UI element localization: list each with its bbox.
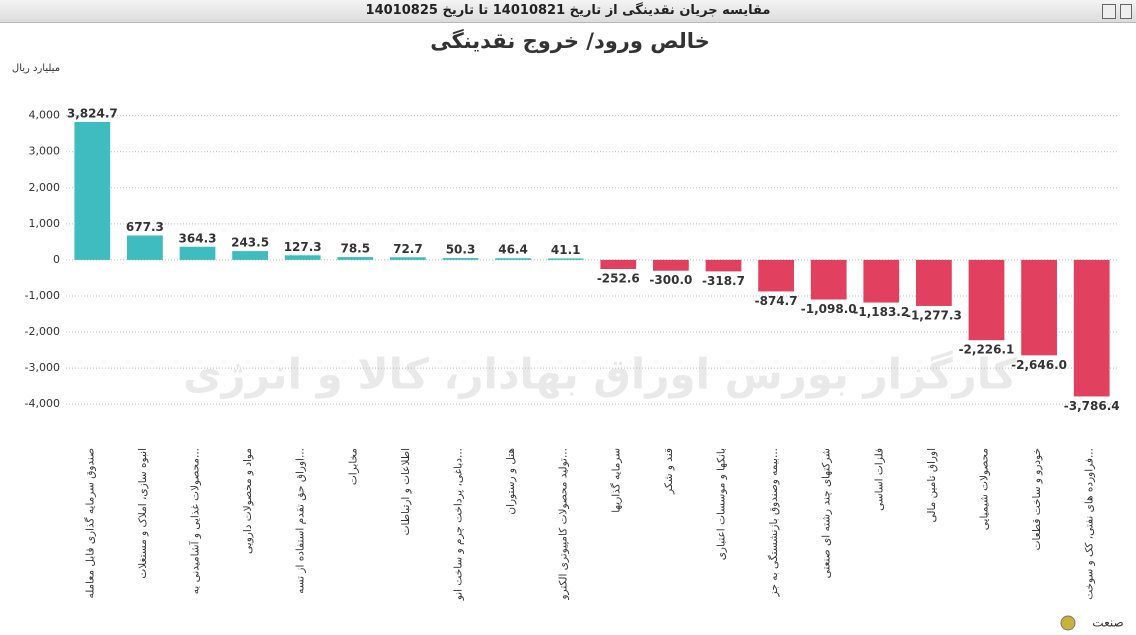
- watermark: کارگزار بورس اوراق بهادار، کالا و انرژی: [183, 350, 1018, 400]
- value-label: 41.1: [551, 243, 581, 257]
- x-tick-label: اوراق تامین مالی: [926, 448, 938, 522]
- bar: [232, 251, 268, 260]
- value-label: -1,277.3: [906, 308, 962, 322]
- value-label: -300.0: [649, 273, 692, 287]
- x-tick-label: مواد و محصولات دارویی: [242, 448, 254, 554]
- value-label: 127.3: [284, 240, 322, 254]
- value-label: 72.7: [393, 242, 423, 256]
- value-label: 364.3: [179, 231, 217, 245]
- bar: [600, 259, 637, 270]
- settings-icon[interactable]: [1060, 615, 1076, 631]
- bar: [1021, 259, 1057, 356]
- value-label: -3,786.4: [1064, 399, 1120, 413]
- x-tick-label: قند و شکر: [663, 448, 675, 495]
- y-tick-label: 3,000: [29, 145, 61, 158]
- x-tick-label: فراورده های نفتی، کک و سوخت...: [1084, 448, 1096, 600]
- value-label: -1,183.2: [853, 305, 909, 319]
- bar: [74, 121, 111, 260]
- window-title: مقایسه جریان نقدینگی از تاریخ 14010821 ت…: [365, 3, 771, 18]
- x-tick-label: محصولات غذایی و آشامیدنی به...: [189, 448, 202, 594]
- bar: [547, 258, 584, 260]
- x-tick-label: بانکها و موسسات اعتباری: [716, 448, 728, 560]
- x-tick-label: تولید محصولات کامپیوتری الکترو...: [558, 448, 570, 601]
- bar: [390, 257, 426, 260]
- y-tick-label: -2,000: [25, 325, 60, 338]
- bar: [758, 259, 794, 292]
- value-label: -252.6: [597, 272, 640, 286]
- bar: [284, 255, 321, 260]
- y-tick-label: 2,000: [29, 181, 61, 194]
- x-tick-label: شرکتهای چند رشته ای صنعتی: [821, 448, 833, 578]
- chart-title: خالص ورود/ خروج نقدینگی: [430, 28, 710, 54]
- bar: [968, 259, 1005, 341]
- value-label: 243.5: [231, 236, 269, 250]
- bar: [495, 258, 531, 260]
- y-tick-label: -4,000: [25, 397, 60, 410]
- bar: [442, 258, 479, 260]
- bar: [1073, 259, 1110, 397]
- value-label: -2,646.0: [1011, 358, 1067, 372]
- x-tick-label: هتل و رستوران: [505, 448, 517, 515]
- bar: [337, 257, 374, 260]
- y-tick-label: 4,000: [29, 109, 61, 122]
- y-axis-label: میلیارد ریال: [12, 63, 60, 74]
- x-tick-label: محصولات شیمیایی: [979, 448, 991, 530]
- x-tick-label: اوراق حق تقدم استفاده از تسه...: [295, 448, 307, 594]
- x-tick-label: انبوه سازی، املاک و مستغلات: [137, 448, 149, 579]
- value-label: -874.7: [755, 294, 798, 308]
- x-tick-label: خودرو و ساخت قطعات: [1031, 448, 1043, 550]
- x-axis-label: صنعت: [1092, 616, 1123, 630]
- title-bar: مقایسه جریان نقدینگی از تاریخ 14010821 ت…: [0, 0, 1136, 23]
- value-label: 50.3: [446, 243, 476, 257]
- value-label: -2,226.1: [959, 343, 1015, 357]
- bar: [863, 259, 900, 303]
- chart: خالص ورود/ خروج نقدینگی میلیارد ریال کار…: [12, 28, 1124, 631]
- bar: [127, 235, 163, 260]
- bar: [705, 259, 742, 272]
- y-tick-label: -3,000: [25, 361, 60, 374]
- value-label: -1,098.0: [801, 302, 857, 316]
- x-tick-label: صندوق سرمایه گذاری قابل معامله: [83, 448, 96, 599]
- x-tick-label: بیمه وصندوق بازنشستگی به جز...: [767, 448, 780, 597]
- close-button[interactable]: [1120, 4, 1132, 19]
- bar: [810, 259, 847, 300]
- x-tick-label: سرمایه گذاریها: [609, 448, 622, 513]
- y-tick-label: 1,000: [29, 217, 61, 230]
- bar: [653, 259, 689, 271]
- bar: [916, 259, 952, 306]
- x-tick-label: دباغی، پرداخت چرم و ساخت انو...: [453, 448, 465, 601]
- value-label: 677.3: [126, 220, 164, 234]
- print-button[interactable]: [1102, 4, 1116, 19]
- x-tick-label: اطلاعات و ارتباطات: [400, 448, 412, 535]
- x-tick-label: فلزات اساسی: [873, 448, 885, 511]
- y-tick-label: -1,000: [25, 289, 60, 302]
- value-label: -318.7: [702, 274, 745, 288]
- value-label: 3,824.7: [67, 106, 118, 120]
- x-tick-label: مخابرات: [347, 448, 359, 485]
- value-label: 46.4: [498, 243, 528, 257]
- bar: [179, 246, 216, 260]
- value-label: 78.5: [340, 242, 370, 256]
- y-tick-label: 0: [53, 253, 60, 266]
